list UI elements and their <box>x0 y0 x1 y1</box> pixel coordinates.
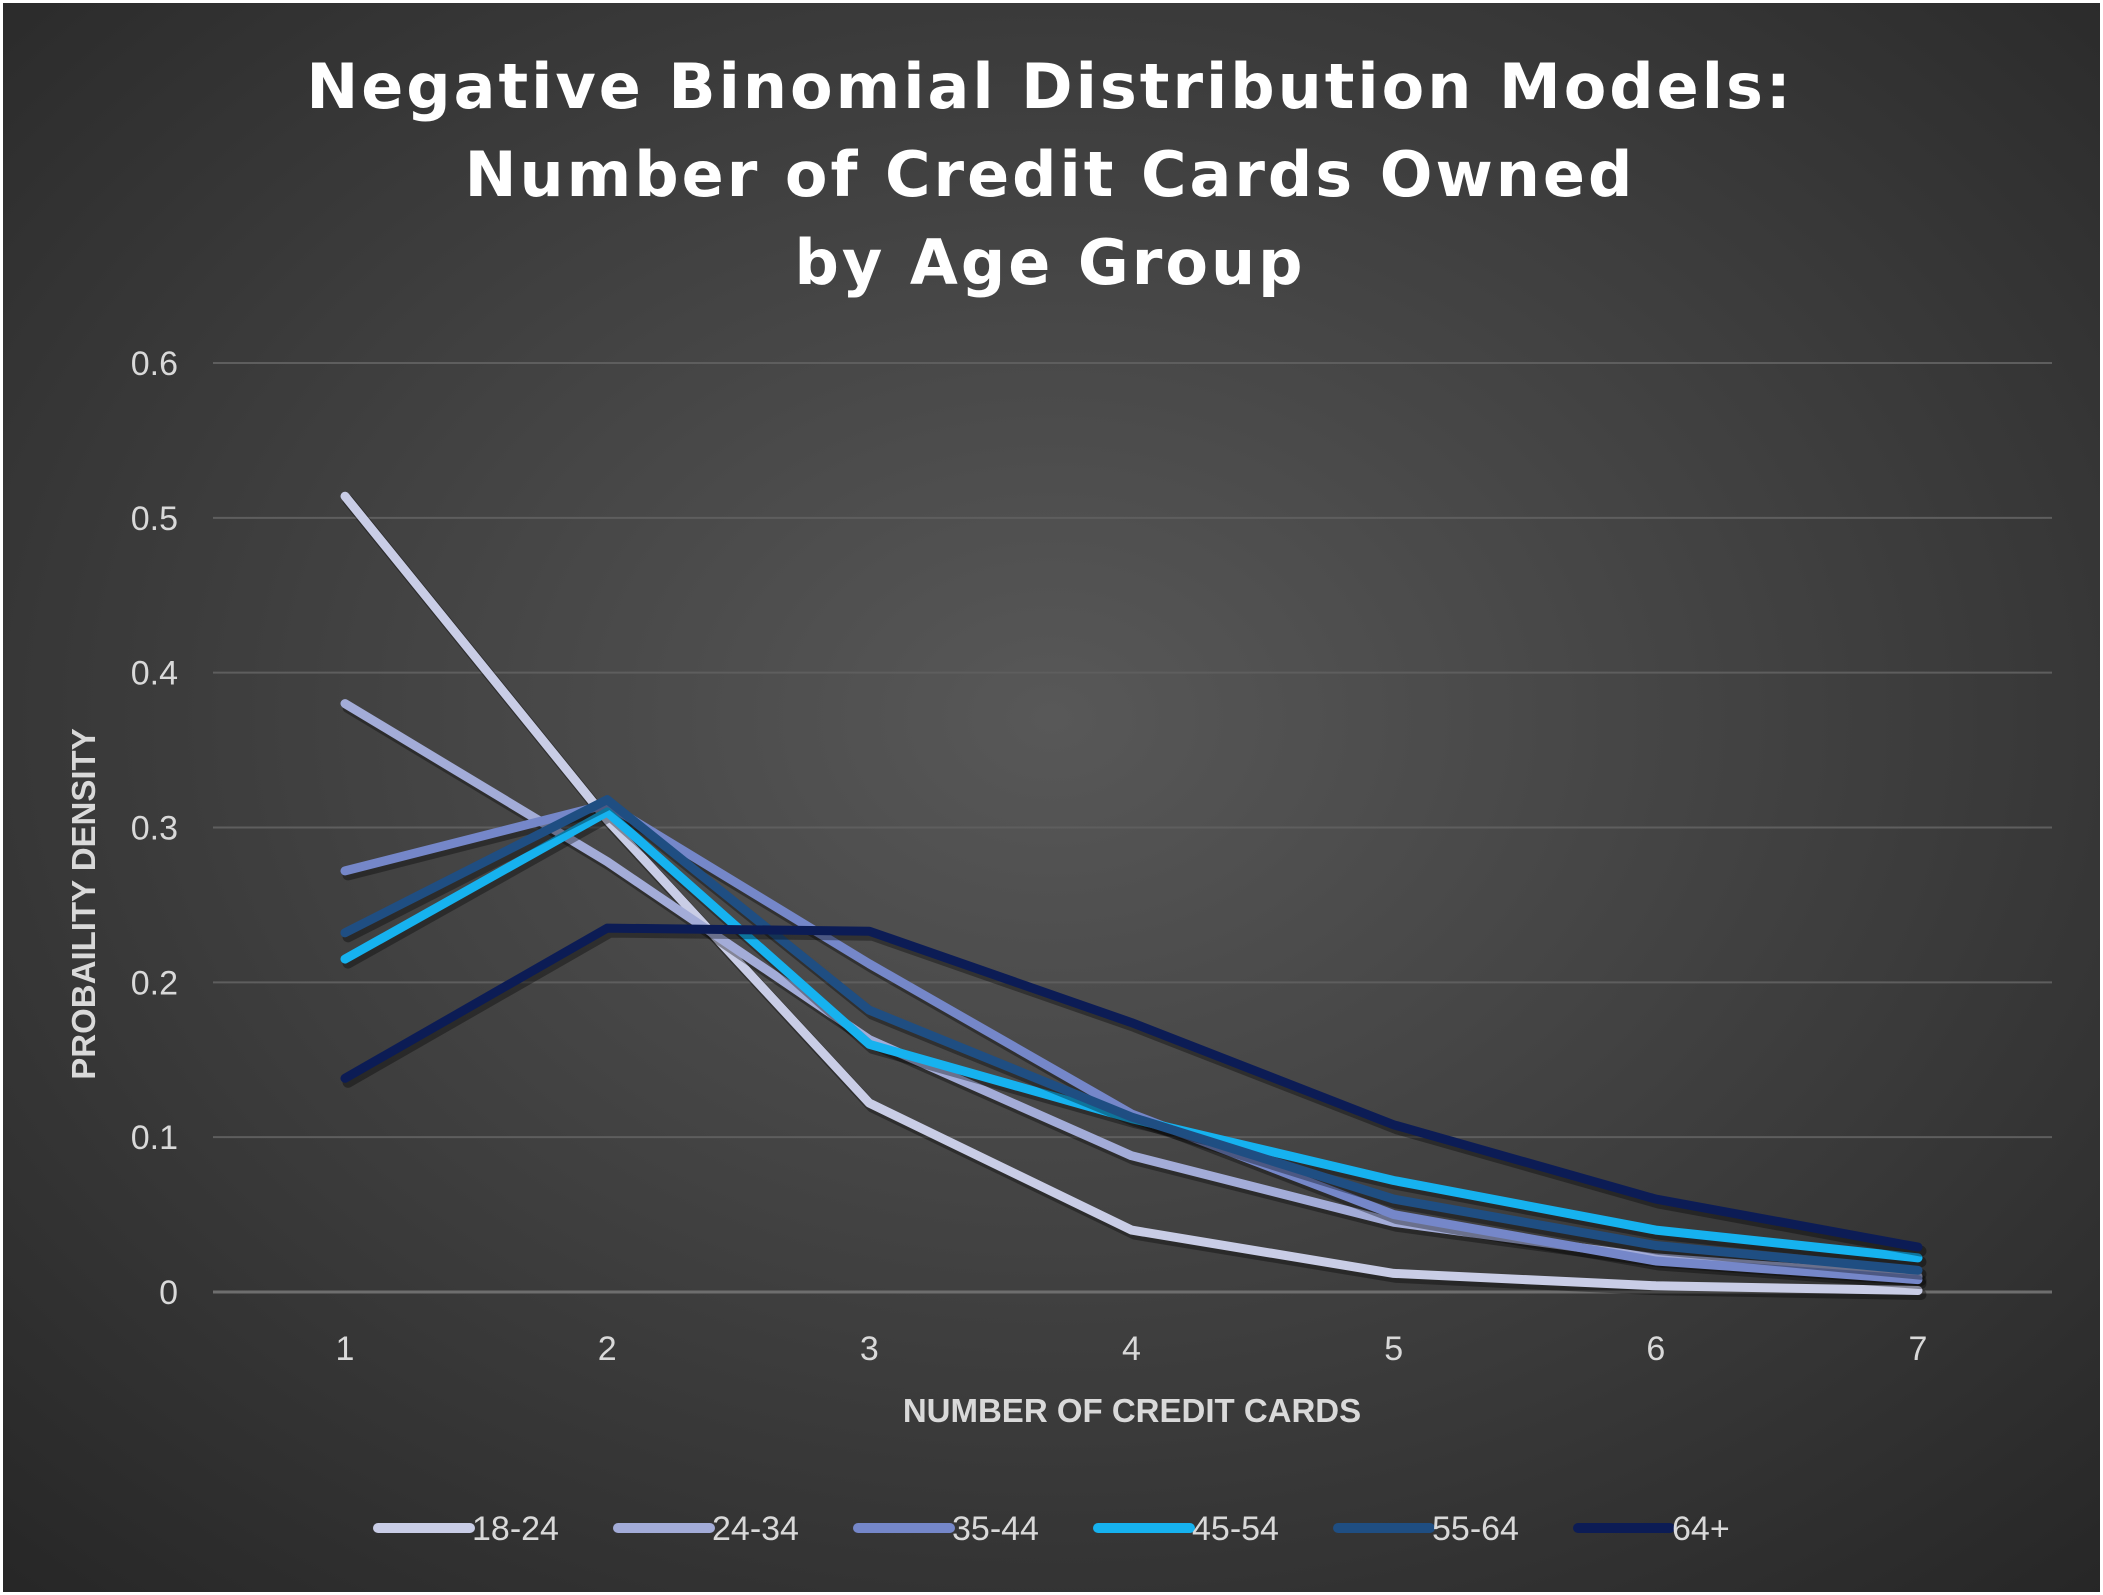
legend-item: 35-44 <box>853 1510 1039 1548</box>
legend-label: 64+ <box>1672 1510 1730 1548</box>
y-tick-label: 0 <box>159 1274 178 1312</box>
series <box>340 923 1927 1257</box>
chart-title-line-3: by Age Group <box>795 226 1306 299</box>
x-tick-label: 6 <box>1646 1330 1665 1368</box>
legend-label: 18-24 <box>472 1510 559 1548</box>
x-tick-label: 1 <box>336 1330 355 1368</box>
x-tick-label: 4 <box>1122 1330 1141 1368</box>
y-tick-label: 0.4 <box>131 655 178 693</box>
y-tick-label: 0.6 <box>131 345 178 383</box>
legend-label: 55-64 <box>1432 1510 1519 1548</box>
legend-item: 24-34 <box>613 1510 799 1548</box>
y-axis-title: PROBAILITY DENSITY <box>65 728 102 1079</box>
legend: 18-24 24-34 35-44 45-54 55-64 64+ <box>373 1510 1730 1548</box>
legend-item: 45-54 <box>1093 1510 1279 1548</box>
y-tick-label: 0.1 <box>131 1119 178 1157</box>
gridlines <box>213 362 2052 1294</box>
series-line <box>340 491 1923 1295</box>
chart-background <box>3 3 2100 1592</box>
legend-label: 45-54 <box>1192 1510 1279 1548</box>
x-tick-label: 2 <box>598 1330 617 1368</box>
x-tick-label: 3 <box>860 1330 879 1368</box>
chart-title-line-2: Number of Credit Cards Owned <box>465 138 1636 211</box>
series-line <box>340 923 1923 1252</box>
chart-title: Negative Binomial Distribution Models: N… <box>306 50 1793 299</box>
legend-item: 18-24 <box>373 1510 559 1548</box>
series <box>340 491 1927 1300</box>
series-line <box>340 795 1923 1275</box>
legend-item: 55-64 <box>1333 1510 1519 1548</box>
legend-item: 64+ <box>1573 1510 1730 1548</box>
series-lines <box>340 491 1927 1300</box>
x-tick-label: 7 <box>1909 1330 1928 1368</box>
x-axis-title: NUMBER OF CREDIT CARDS <box>903 1392 1361 1429</box>
x-axis-ticks: 1 2 3 4 5 6 7 <box>336 1330 1928 1368</box>
y-tick-label: 0.3 <box>131 810 178 848</box>
y-tick-label: 0.5 <box>131 500 178 538</box>
y-tick-label: 0.2 <box>131 964 178 1002</box>
y-axis-ticks: 0 0.1 0.2 0.3 0.4 0.5 0.6 <box>131 345 178 1312</box>
series <box>340 795 1927 1280</box>
x-tick-label: 5 <box>1384 1330 1403 1368</box>
chart-title-line-1: Negative Binomial Distribution Models: <box>306 50 1793 123</box>
legend-label: 24-34 <box>712 1510 799 1548</box>
legend-label: 35-44 <box>952 1510 1039 1548</box>
